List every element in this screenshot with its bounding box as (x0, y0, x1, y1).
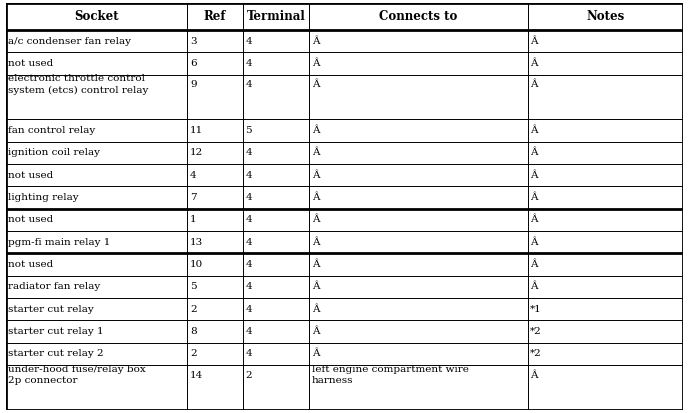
Text: 10: 10 (190, 260, 203, 269)
Text: Â: Â (312, 126, 320, 135)
Text: 4: 4 (245, 327, 252, 336)
Text: 4: 4 (245, 80, 252, 89)
Text: Â: Â (531, 282, 538, 292)
Text: Â: Â (531, 171, 538, 180)
Text: Terminal: Terminal (247, 10, 305, 23)
Text: Â: Â (531, 216, 538, 224)
Text: Â: Â (531, 80, 538, 89)
Text: Â: Â (531, 148, 538, 157)
Text: Â: Â (531, 37, 538, 46)
Text: 11: 11 (190, 126, 203, 135)
Text: 4: 4 (245, 59, 252, 68)
Text: 5: 5 (190, 282, 196, 292)
Text: Â: Â (312, 216, 320, 224)
Text: not used: not used (8, 171, 54, 180)
Text: 4: 4 (245, 37, 252, 46)
Text: Â: Â (312, 37, 320, 46)
Text: Â: Â (312, 260, 320, 269)
Text: starter cut relay 1: starter cut relay 1 (8, 327, 104, 336)
Text: 6: 6 (190, 59, 196, 68)
Text: 4: 4 (245, 282, 252, 292)
Text: Â: Â (312, 349, 320, 358)
Text: Â: Â (531, 126, 538, 135)
Text: Notes: Notes (586, 10, 625, 23)
Text: 14: 14 (190, 370, 203, 380)
Text: not used: not used (8, 216, 54, 224)
Text: Â: Â (312, 148, 320, 157)
Text: 2: 2 (190, 305, 196, 314)
Text: under-hood fuse/relay box
2p connector: under-hood fuse/relay box 2p connector (8, 365, 146, 385)
Text: Â: Â (312, 305, 320, 314)
Text: fan control relay: fan control relay (8, 126, 96, 135)
Text: electronic throttle control
system (etcs) control relay: electronic throttle control system (etcs… (8, 74, 149, 95)
Text: Â: Â (312, 238, 320, 247)
Text: 4: 4 (190, 171, 196, 180)
Text: 4: 4 (245, 238, 252, 247)
Text: 2: 2 (190, 349, 196, 358)
Text: 3: 3 (190, 37, 196, 46)
Text: not used: not used (8, 59, 54, 68)
Text: 4: 4 (245, 193, 252, 202)
Text: 1: 1 (190, 216, 196, 224)
Text: ignition coil relay: ignition coil relay (8, 148, 100, 157)
Text: Â: Â (531, 260, 538, 269)
Text: 12: 12 (190, 148, 203, 157)
Text: 2: 2 (245, 370, 252, 380)
Text: Â: Â (312, 327, 320, 336)
Text: 7: 7 (190, 193, 196, 202)
Text: pgm-fi main relay 1: pgm-fi main relay 1 (8, 238, 111, 247)
Text: *1: *1 (531, 305, 542, 314)
Text: a/c condenser fan relay: a/c condenser fan relay (8, 37, 131, 46)
Text: Ref: Ref (204, 10, 226, 23)
Text: starter cut relay: starter cut relay (8, 305, 94, 314)
Text: starter cut relay 2: starter cut relay 2 (8, 349, 104, 358)
Text: 5: 5 (245, 126, 252, 135)
Text: Â: Â (312, 193, 320, 202)
Text: Â: Â (312, 282, 320, 292)
Text: Â: Â (312, 171, 320, 180)
Text: Socket: Socket (74, 10, 119, 23)
Text: 9: 9 (190, 80, 196, 89)
Text: Â: Â (312, 59, 320, 68)
Text: radiator fan relay: radiator fan relay (8, 282, 101, 292)
Text: Â: Â (531, 370, 538, 380)
Text: 13: 13 (190, 238, 203, 247)
Text: 4: 4 (245, 171, 252, 180)
Text: 8: 8 (190, 327, 196, 336)
Text: Â: Â (531, 238, 538, 247)
Text: 4: 4 (245, 260, 252, 269)
Text: *2: *2 (531, 349, 542, 358)
Text: not used: not used (8, 260, 54, 269)
Text: *2: *2 (531, 327, 542, 336)
Text: left engine compartment wire
harness: left engine compartment wire harness (312, 365, 469, 385)
Text: Â: Â (531, 193, 538, 202)
Text: 4: 4 (245, 148, 252, 157)
Text: 4: 4 (245, 216, 252, 224)
Text: 4: 4 (245, 349, 252, 358)
Text: Â: Â (312, 80, 320, 89)
Text: 4: 4 (245, 305, 252, 314)
Text: Connects to: Connects to (379, 10, 457, 23)
Text: lighting relay: lighting relay (8, 193, 79, 202)
Text: Â: Â (531, 59, 538, 68)
